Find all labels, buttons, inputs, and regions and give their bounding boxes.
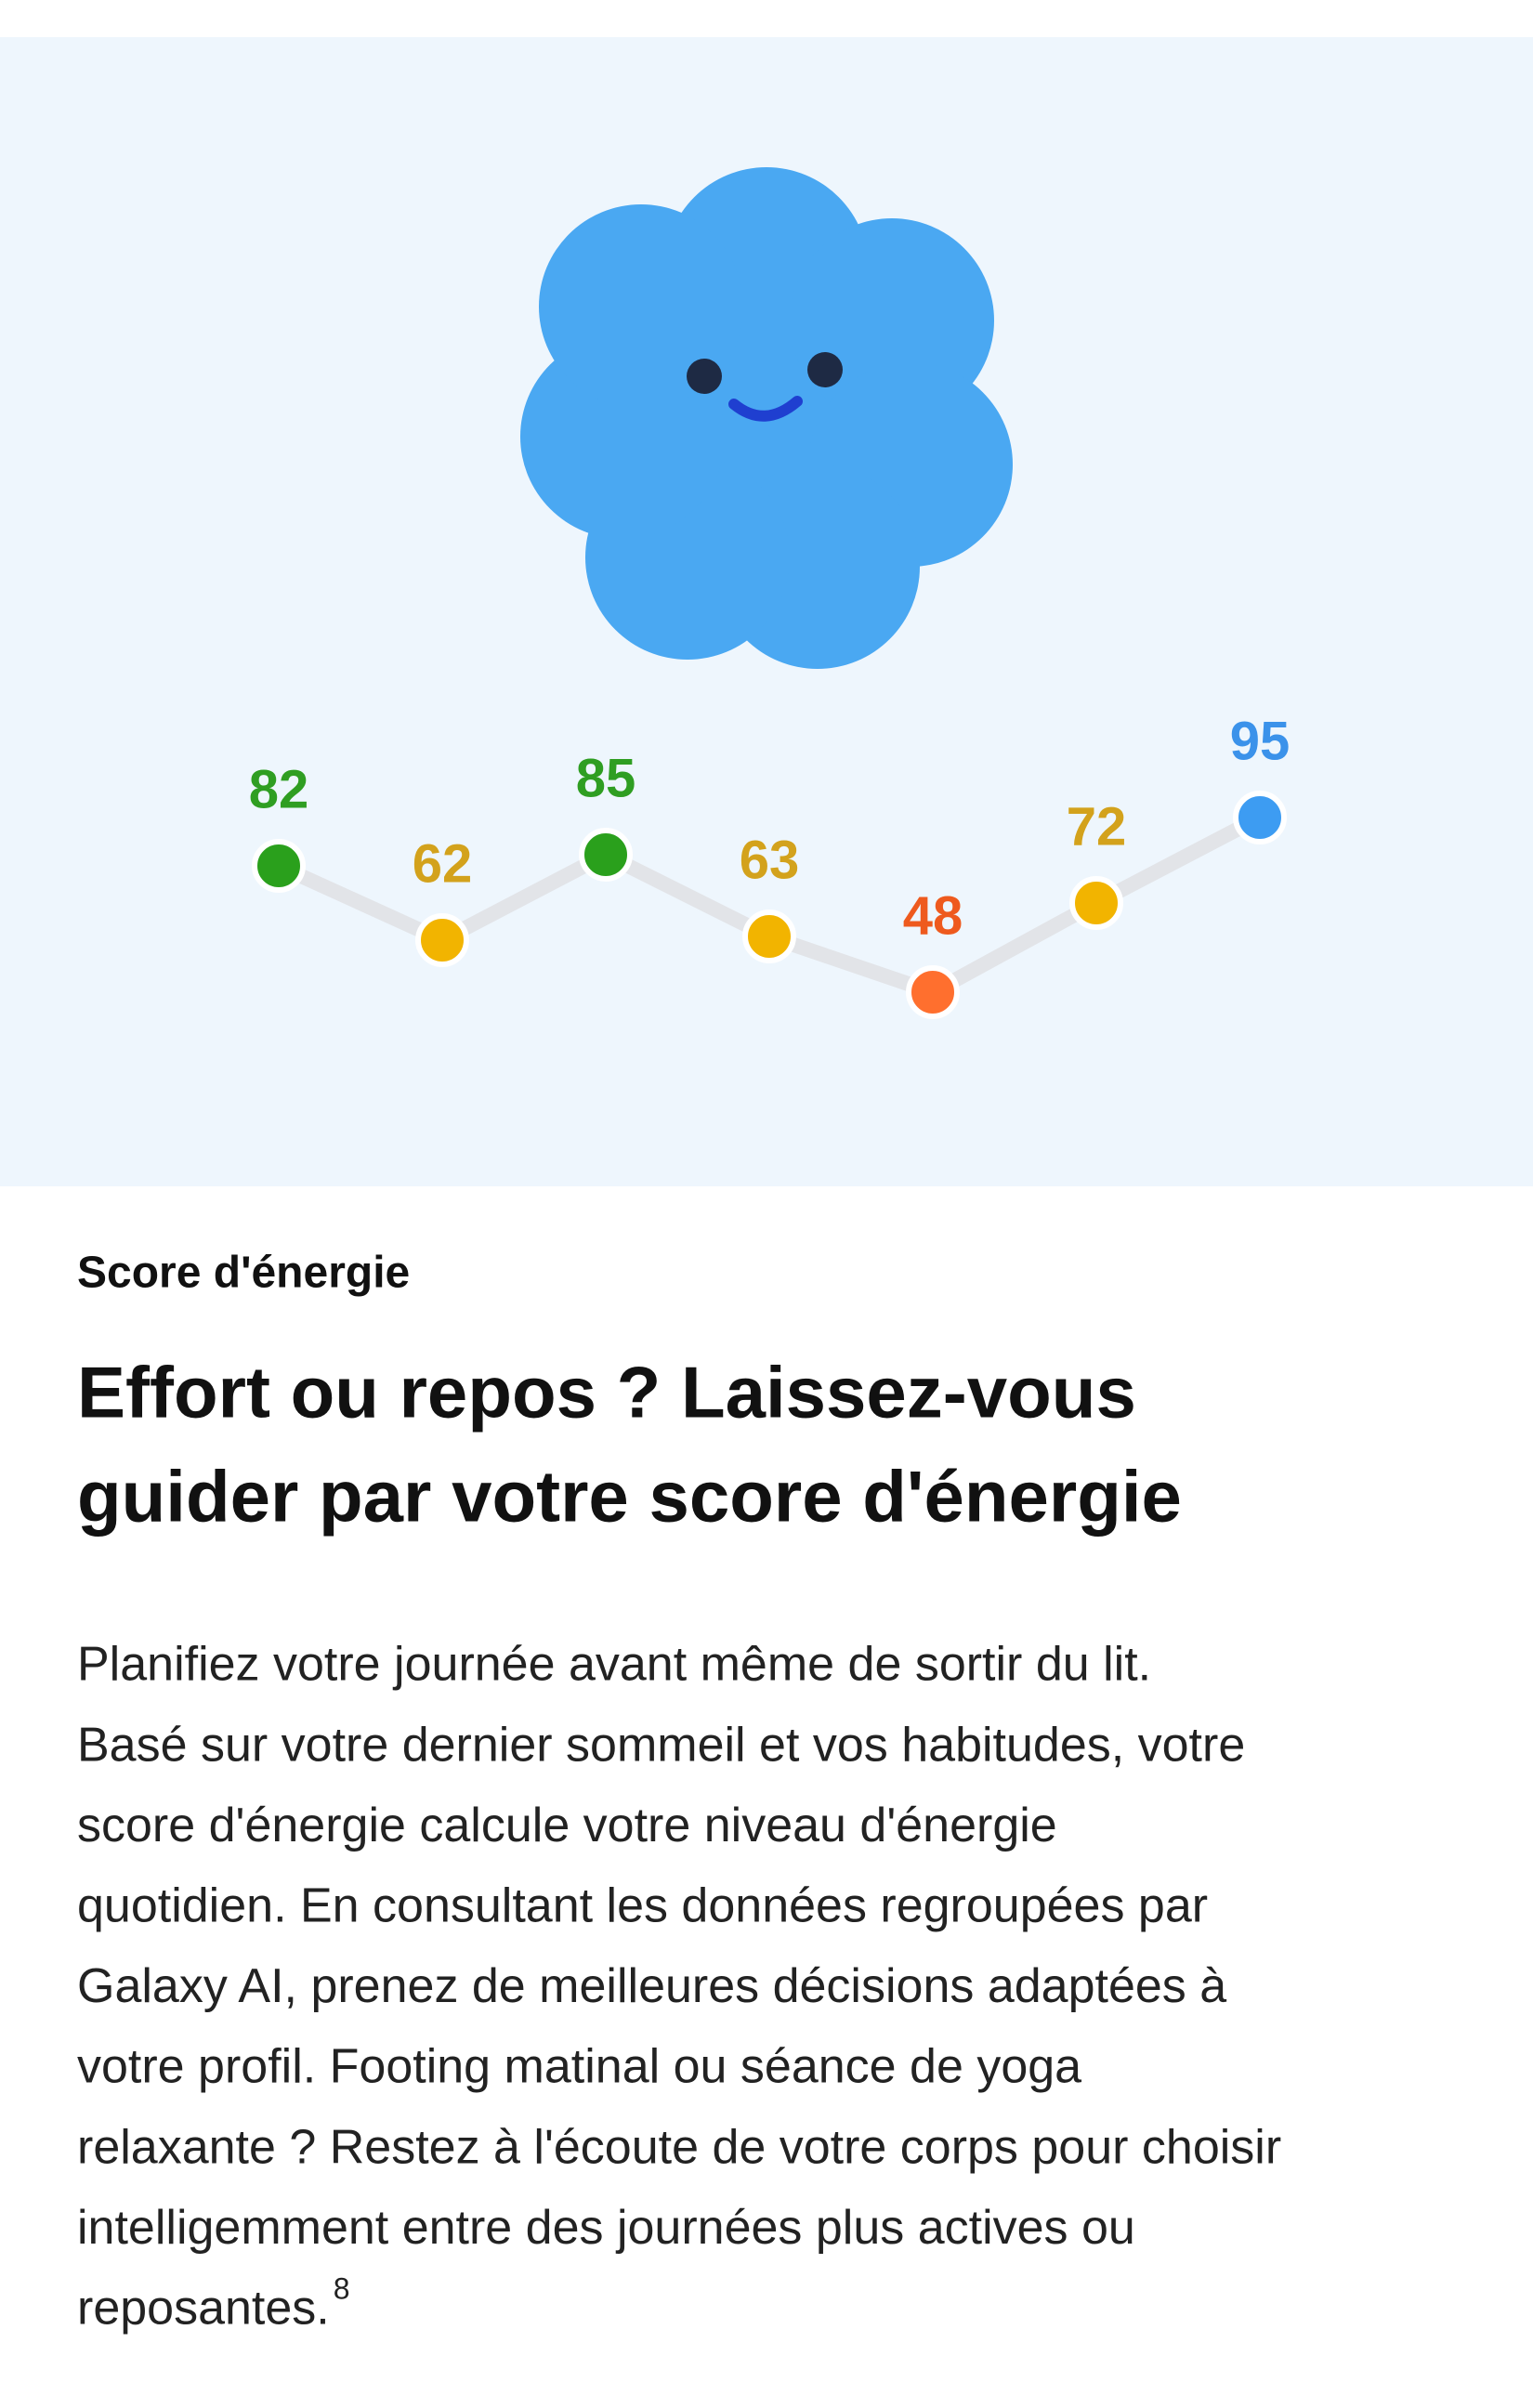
data-point bbox=[1069, 876, 1123, 930]
body-text: Planifiez votre journée avant même de so… bbox=[77, 1638, 1281, 2336]
body-line: Planifiez votre journée avant même de so… bbox=[77, 1638, 1151, 1692]
body-line: quotidien. En consultant les données reg… bbox=[77, 1879, 1208, 1933]
body-line: intelligemment entre des journées plus a… bbox=[77, 2201, 1135, 2255]
data-point bbox=[1233, 791, 1287, 844]
data-point bbox=[252, 839, 306, 893]
data-label: 82 bbox=[249, 759, 309, 819]
headline: Effort ou repos ? Laissez-vous guider par… bbox=[77, 1352, 1182, 1538]
body-line: Galaxy AI, prenez de meilleures décision… bbox=[77, 1959, 1226, 2013]
data-label: 62 bbox=[413, 833, 473, 894]
footnote-marker: 8 bbox=[334, 2271, 350, 2305]
body-line: relaxante ? Restez à l'écoute de votre c… bbox=[77, 2120, 1281, 2174]
line-chart: 82 62 85 63 48 72 95 bbox=[249, 711, 1291, 1019]
body-line: reposantes. bbox=[77, 2282, 330, 2336]
body-line: Basé sur votre dernier sommeil et vos ha… bbox=[77, 1718, 1245, 1772]
headline-line: Effort ou repos ? Laissez-vous bbox=[77, 1352, 1136, 1433]
data-label: 63 bbox=[740, 830, 800, 890]
cloud-mascot bbox=[520, 167, 1013, 669]
data-point bbox=[906, 965, 960, 1019]
data-point bbox=[742, 910, 796, 963]
data-label: 85 bbox=[576, 748, 636, 808]
data-label: 72 bbox=[1067, 796, 1127, 857]
headline-line: guider par votre score d'énergie bbox=[77, 1456, 1182, 1538]
data-point bbox=[579, 828, 633, 882]
data-label: 48 bbox=[903, 885, 963, 946]
data-point bbox=[415, 913, 469, 967]
eyebrow: Score d'énergie bbox=[77, 1249, 410, 1298]
data-label: 95 bbox=[1230, 711, 1291, 771]
body-line: score d'énergie calcule votre niveau d'é… bbox=[77, 1799, 1057, 1852]
body-line: votre profil. Footing matinal ou séance … bbox=[77, 2040, 1081, 2094]
